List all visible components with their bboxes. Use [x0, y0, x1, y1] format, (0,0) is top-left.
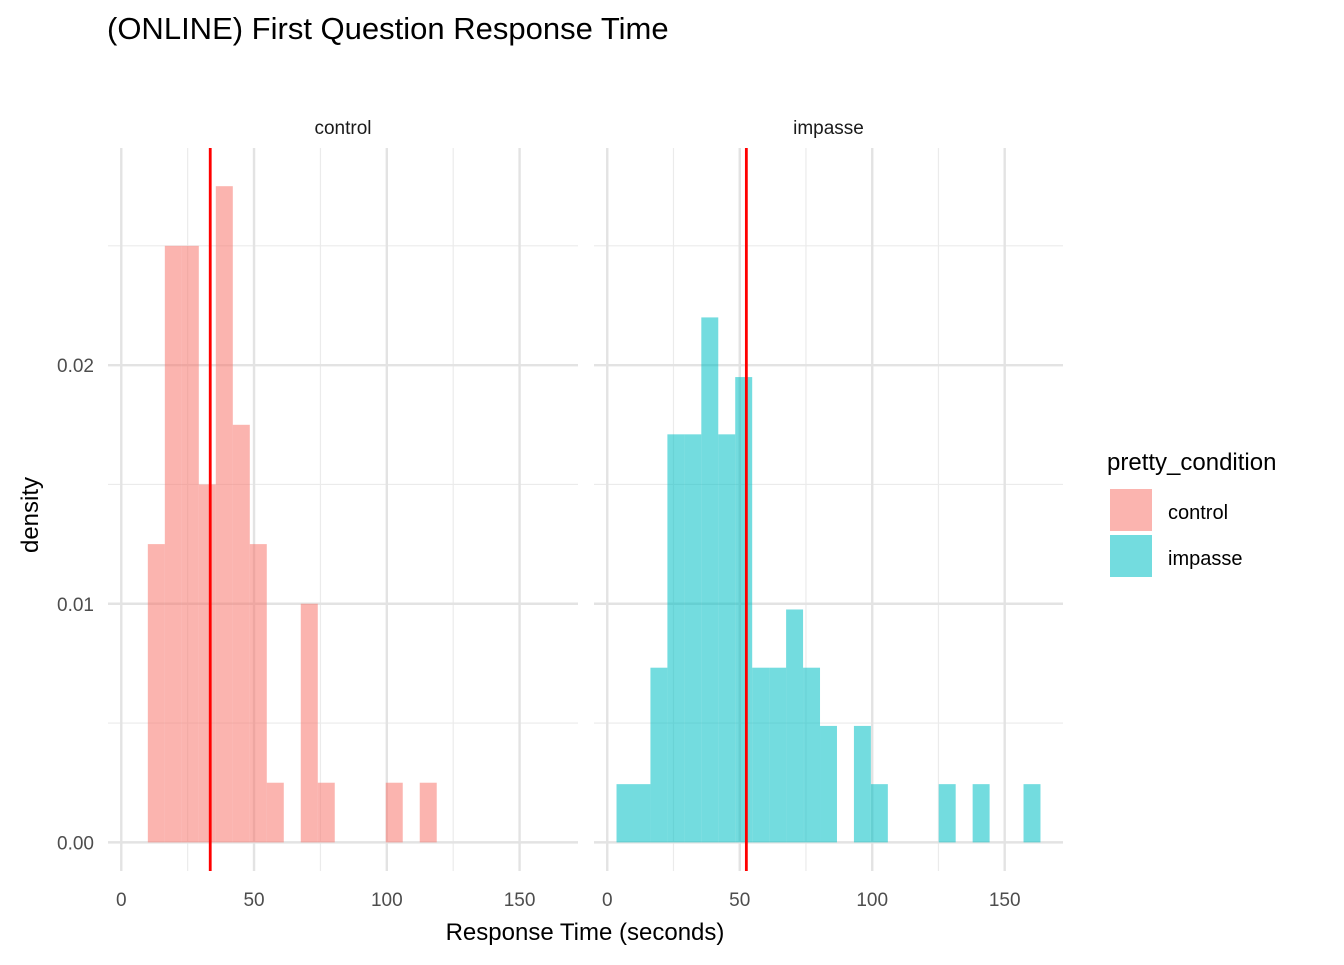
histogram-bar [419, 782, 437, 843]
histogram-bar [198, 484, 216, 843]
x-axis-label: Response Time (seconds) [446, 919, 725, 946]
facet-panel-impasse: impasse 0 50 100 150 [594, 118, 1063, 911]
x-tick-label: 0 [116, 890, 127, 911]
histogram-bar [181, 245, 199, 843]
histogram-bar [300, 603, 318, 843]
histogram-bar [147, 544, 165, 843]
legend-title: pretty_condition [1107, 449, 1276, 476]
histogram-bar [616, 784, 634, 843]
histogram-bar [752, 667, 770, 843]
histogram-bar [317, 782, 335, 843]
histogram-bar [769, 667, 787, 843]
histogram-bar [820, 725, 837, 843]
histogram-bar [701, 317, 719, 843]
histogram-bar [633, 784, 651, 843]
facet-strip-label: impasse [793, 118, 864, 139]
x-tick-label: 150 [989, 890, 1021, 911]
histogram-bar [1023, 784, 1041, 843]
histogram-bar [786, 609, 804, 843]
x-tick-label: 150 [504, 890, 536, 911]
histogram-bar [249, 544, 267, 843]
facet-panel-control: control 0 50 100 150 [108, 118, 578, 911]
histogram-bar [684, 434, 702, 843]
facet-strip-label: control [314, 118, 371, 139]
legend-label-impasse: impasse [1168, 548, 1242, 570]
histogram-bar [853, 725, 871, 843]
histogram-bar [972, 784, 990, 843]
x-tick-label: 50 [243, 890, 264, 911]
y-tick-label: 0.00 [57, 833, 94, 854]
histogram-bar [870, 784, 888, 843]
histogram-bar [385, 782, 403, 843]
histogram-bar [232, 424, 250, 843]
legend: pretty_condition control impasse [1107, 449, 1276, 577]
histogram-bar [938, 784, 956, 843]
y-tick-label: 0.02 [57, 356, 94, 377]
histogram-bar [164, 245, 182, 843]
x-tick-label: 50 [729, 890, 750, 911]
histogram-bar [266, 782, 284, 843]
legend-label-control: control [1168, 502, 1228, 524]
x-tick-label: 0 [602, 890, 613, 911]
histogram-bar [215, 186, 233, 843]
x-tick-label: 100 [856, 890, 888, 911]
legend-key-impasse [1110, 535, 1152, 577]
histogram-bar [803, 667, 821, 843]
y-axis-label: density [17, 477, 44, 553]
histogram-bar [718, 434, 736, 843]
y-tick-label: 0.01 [57, 595, 94, 616]
y-axis: 0.00 0.01 0.02 [57, 356, 94, 854]
histogram-bar [667, 434, 685, 843]
x-tick-label: 100 [371, 890, 403, 911]
legend-key-control [1110, 489, 1152, 531]
chart-title: (ONLINE) First Question Response Time [107, 11, 669, 46]
histogram-bar [735, 377, 753, 843]
histogram-bar [650, 667, 668, 843]
